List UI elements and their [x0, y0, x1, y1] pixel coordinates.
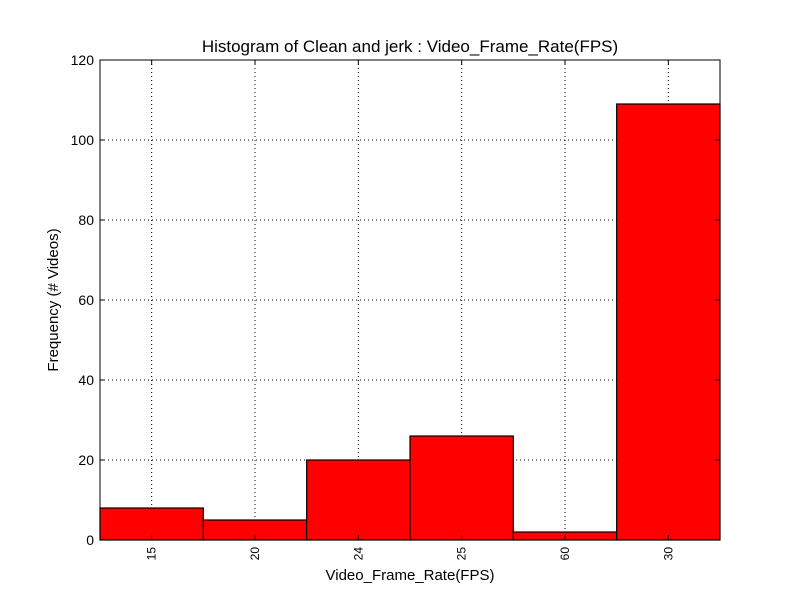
x-tick-label: 30 — [661, 547, 675, 561]
bar-25 — [409, 435, 514, 541]
chart-title: Histogram of Clean and jerk : Video_Fram… — [202, 37, 618, 56]
y-tick-label: 0 — [86, 532, 94, 548]
bar-24 — [306, 459, 411, 541]
bar-15 — [99, 507, 204, 541]
bar-30 — [616, 103, 721, 541]
y-tick-label: 100 — [71, 132, 95, 148]
x-tick-label: 24 — [351, 547, 365, 561]
x-tick-label: 25 — [455, 547, 469, 561]
x-tick-label: 20 — [248, 547, 262, 561]
y-tick-label: 60 — [78, 292, 94, 308]
y-tick-label: 80 — [78, 212, 94, 228]
x-tick-label: 60 — [558, 547, 572, 561]
y-axis-label: Frequency (# Videos) — [45, 228, 62, 371]
y-tick-label: 120 — [71, 52, 95, 68]
x-tick-label: 15 — [145, 547, 159, 561]
y-tick-label: 20 — [78, 452, 94, 468]
ticks — [100, 59, 720, 541]
y-tick-labels: 0 20 40 60 80 100 120 — [71, 52, 95, 548]
x-axis-label: Video_Frame_Rate(FPS) — [326, 567, 495, 584]
y-tick-label: 40 — [78, 372, 94, 388]
x-tick-labels: 15 20 24 25 60 30 — [145, 547, 676, 561]
